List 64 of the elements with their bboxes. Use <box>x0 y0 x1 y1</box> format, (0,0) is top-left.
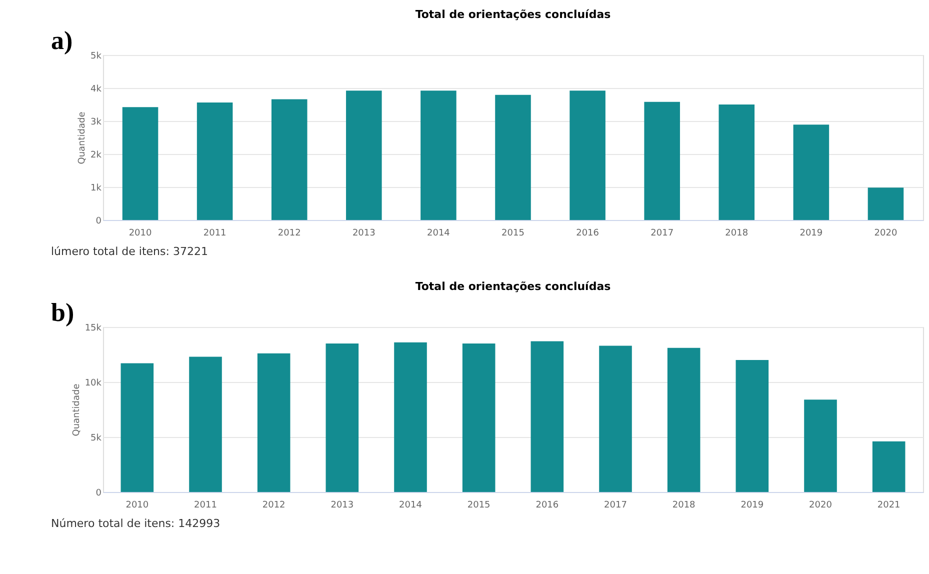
y-tick-label: 3k <box>90 118 102 128</box>
x-tick-label: 2021 <box>877 500 900 510</box>
x-tick-label: 2010 <box>126 500 149 510</box>
bar <box>196 102 233 220</box>
x-tick-label: 2014 <box>427 228 450 238</box>
bar <box>462 344 496 492</box>
y-tick-label: 2k <box>90 150 102 160</box>
x-tick-label: 2020 <box>874 228 898 238</box>
bar <box>868 188 904 220</box>
bar <box>718 104 755 220</box>
x-tick-label: 2010 <box>128 228 152 238</box>
y-tick-label: 0 <box>96 216 102 226</box>
text: lúmero total de itens: 37221 <box>51 245 208 258</box>
chart-title: Total de orientações concluídas <box>415 8 612 21</box>
bar <box>667 348 700 492</box>
bar <box>122 107 158 220</box>
x-tick-label: 2013 <box>330 500 354 510</box>
x-tick-label: 2018 <box>672 500 696 510</box>
bar <box>736 360 769 492</box>
bar <box>644 102 680 220</box>
chart-title: Total de orientações concluídas <box>415 280 612 293</box>
x-tick-label: 2018 <box>725 228 748 238</box>
bar <box>872 441 906 492</box>
x-tick-label: 2017 <box>604 500 627 510</box>
x-tick-label: 2016 <box>576 228 600 238</box>
bar <box>346 90 382 220</box>
bar <box>570 90 606 220</box>
x-tick-label: 2013 <box>352 228 376 238</box>
x-tick-label: 2016 <box>536 500 559 510</box>
bar <box>271 99 308 220</box>
bar <box>189 356 222 492</box>
y-axis-title: Quantidade <box>78 111 88 164</box>
x-tick-label: 2015 <box>467 500 490 510</box>
bar <box>420 90 456 220</box>
x-tick-label: 2012 <box>278 228 301 238</box>
y-axis-title: Quantidade <box>72 383 82 436</box>
y-tick-label: 4k <box>90 84 102 94</box>
x-tick-label: 2019 <box>800 228 823 238</box>
y-tick-label: 15k <box>84 324 102 334</box>
bar <box>495 94 531 220</box>
y-tick-label: 10k <box>84 378 102 388</box>
bar <box>326 344 359 492</box>
y-tick-label: 1k <box>90 184 102 194</box>
bar <box>599 346 632 492</box>
x-tick-label: 2020 <box>809 500 832 510</box>
bar <box>530 341 564 492</box>
x-tick-label: 2019 <box>740 500 764 510</box>
bar <box>793 124 830 220</box>
x-tick-label: 2015 <box>502 228 524 238</box>
x-tick-label: 2017 <box>650 228 674 238</box>
x-tick-label: 2011 <box>203 228 226 238</box>
y-tick-label: 5k <box>90 52 102 62</box>
bar <box>394 342 427 492</box>
x-tick-label: 2014 <box>399 500 422 510</box>
x-tick-label: 2012 <box>262 500 286 510</box>
y-tick-label: 5k <box>90 434 102 444</box>
bar <box>804 400 837 492</box>
x-tick-label: 2011 <box>194 500 217 510</box>
bar <box>257 353 290 492</box>
text: Número total de itens: 142993 <box>51 517 220 530</box>
y-tick-label: 0 <box>96 488 102 498</box>
text: b) <box>51 298 74 327</box>
bar <box>120 363 154 492</box>
text: a) <box>51 26 73 55</box>
